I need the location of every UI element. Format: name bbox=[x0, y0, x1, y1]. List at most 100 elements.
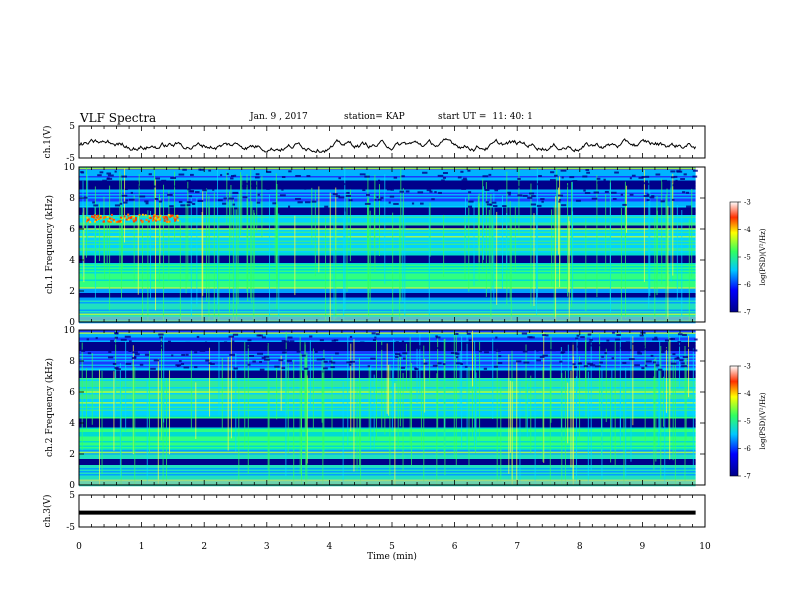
spec-streak bbox=[234, 209, 236, 303]
spec-row bbox=[79, 260, 696, 262]
spec-row bbox=[79, 218, 696, 220]
spec-streak bbox=[312, 348, 314, 429]
spec-row bbox=[79, 273, 696, 276]
y-tick-label: 5 bbox=[69, 491, 75, 501]
spec-speckle bbox=[430, 346, 435, 349]
spec-speckle bbox=[128, 349, 132, 352]
spec-streak bbox=[526, 383, 528, 438]
spec-hotspot bbox=[173, 216, 176, 219]
spec-row bbox=[79, 454, 696, 457]
spec-streak bbox=[230, 335, 232, 439]
spec-row bbox=[79, 312, 696, 315]
spec-speckle bbox=[654, 336, 658, 339]
spec-hotspot bbox=[120, 220, 123, 223]
spec-streak bbox=[601, 369, 603, 481]
spec-speckle bbox=[229, 353, 236, 356]
spec-speckle bbox=[462, 177, 467, 180]
spec-speckle bbox=[175, 364, 182, 367]
station-label: station= KAP bbox=[344, 112, 405, 122]
spec-row bbox=[79, 469, 696, 472]
spec-row bbox=[79, 215, 696, 217]
spec-speckle bbox=[334, 344, 338, 347]
spec-speckle bbox=[677, 341, 682, 344]
spec-speckle bbox=[108, 356, 114, 359]
spec-speckle bbox=[426, 189, 432, 192]
spec-row bbox=[79, 303, 696, 306]
spec-speckle bbox=[106, 177, 113, 180]
spec-hotspot bbox=[141, 220, 144, 223]
start-ut-value: 11: 40: 1 bbox=[492, 112, 533, 122]
spec-streak bbox=[190, 197, 192, 319]
ch2-spectrogram-ylabel: ch.2 Frequency (kHz) bbox=[44, 358, 55, 457]
spec-hotspot bbox=[94, 219, 97, 222]
spec-speckle bbox=[263, 355, 270, 358]
ch3-waveform-ylabel: ch.3(V) bbox=[42, 495, 53, 528]
spec-speckle bbox=[295, 197, 301, 200]
spec-row bbox=[79, 189, 696, 192]
spec-speckle bbox=[194, 185, 201, 188]
spec-speckle bbox=[115, 342, 118, 345]
spec-streak bbox=[369, 210, 371, 303]
spec-row bbox=[79, 200, 696, 202]
spec-row bbox=[79, 309, 696, 312]
y-tick-label: 8 bbox=[69, 194, 75, 204]
spec-streak bbox=[253, 212, 255, 270]
spec-speckle bbox=[682, 333, 687, 336]
spec-speckle bbox=[558, 200, 561, 203]
spec-speckle bbox=[186, 204, 191, 207]
spec-speckle bbox=[377, 198, 382, 201]
spec-speckle bbox=[495, 349, 501, 352]
spec-speckle bbox=[634, 364, 640, 367]
spec-row bbox=[79, 231, 696, 234]
spec-streak bbox=[508, 354, 510, 474]
spec-speckle bbox=[372, 338, 377, 341]
spec-speckle bbox=[135, 182, 140, 185]
spec-hotspot bbox=[86, 216, 89, 219]
spec-speckle bbox=[139, 185, 144, 188]
spec-streak bbox=[459, 350, 461, 408]
spec-streak bbox=[466, 335, 468, 449]
spec-streak bbox=[81, 342, 83, 451]
spec-speckle bbox=[304, 201, 311, 204]
spec-speckle bbox=[393, 176, 398, 179]
spec-streak bbox=[360, 383, 362, 485]
spec-hotspot bbox=[174, 218, 177, 221]
spec-row bbox=[79, 264, 696, 267]
spec-row bbox=[79, 290, 696, 292]
spec-speckle bbox=[286, 359, 292, 362]
spec-streak bbox=[275, 173, 277, 275]
spec-speckle bbox=[247, 363, 251, 366]
spec-speckle bbox=[575, 184, 579, 187]
spec-streak bbox=[347, 336, 349, 446]
spec-hotspot bbox=[149, 217, 152, 220]
spec-streak bbox=[147, 210, 149, 322]
spec-speckle bbox=[266, 187, 270, 190]
spec-speckle bbox=[482, 175, 489, 178]
spec-row bbox=[79, 185, 696, 187]
spec-streak bbox=[285, 350, 287, 477]
spec-speckle bbox=[155, 177, 161, 180]
spec-speckle bbox=[364, 175, 370, 178]
spec-streak bbox=[559, 176, 561, 288]
spec-hotspot bbox=[96, 215, 99, 218]
spec-speckle bbox=[598, 344, 602, 347]
spec-speckle bbox=[516, 360, 522, 363]
spec-streak bbox=[482, 186, 484, 260]
spec-hotspot bbox=[86, 220, 89, 223]
spec-row bbox=[79, 191, 696, 193]
spec-streak bbox=[368, 198, 370, 318]
spec-speckle bbox=[311, 182, 317, 185]
spec-hotspot bbox=[87, 218, 90, 221]
spec-streak bbox=[305, 358, 307, 485]
spec-streak bbox=[232, 198, 234, 322]
spec-hotspot bbox=[166, 218, 169, 221]
spec-speckle bbox=[530, 203, 537, 206]
spec-row bbox=[79, 255, 696, 258]
spec-row bbox=[79, 478, 696, 481]
spec-speckle bbox=[375, 333, 380, 336]
spec-streak bbox=[350, 343, 352, 432]
spec-speckle bbox=[692, 349, 698, 352]
spec-speckle bbox=[537, 183, 541, 186]
spec-speckle bbox=[346, 194, 351, 197]
spec-speckle bbox=[466, 332, 471, 335]
